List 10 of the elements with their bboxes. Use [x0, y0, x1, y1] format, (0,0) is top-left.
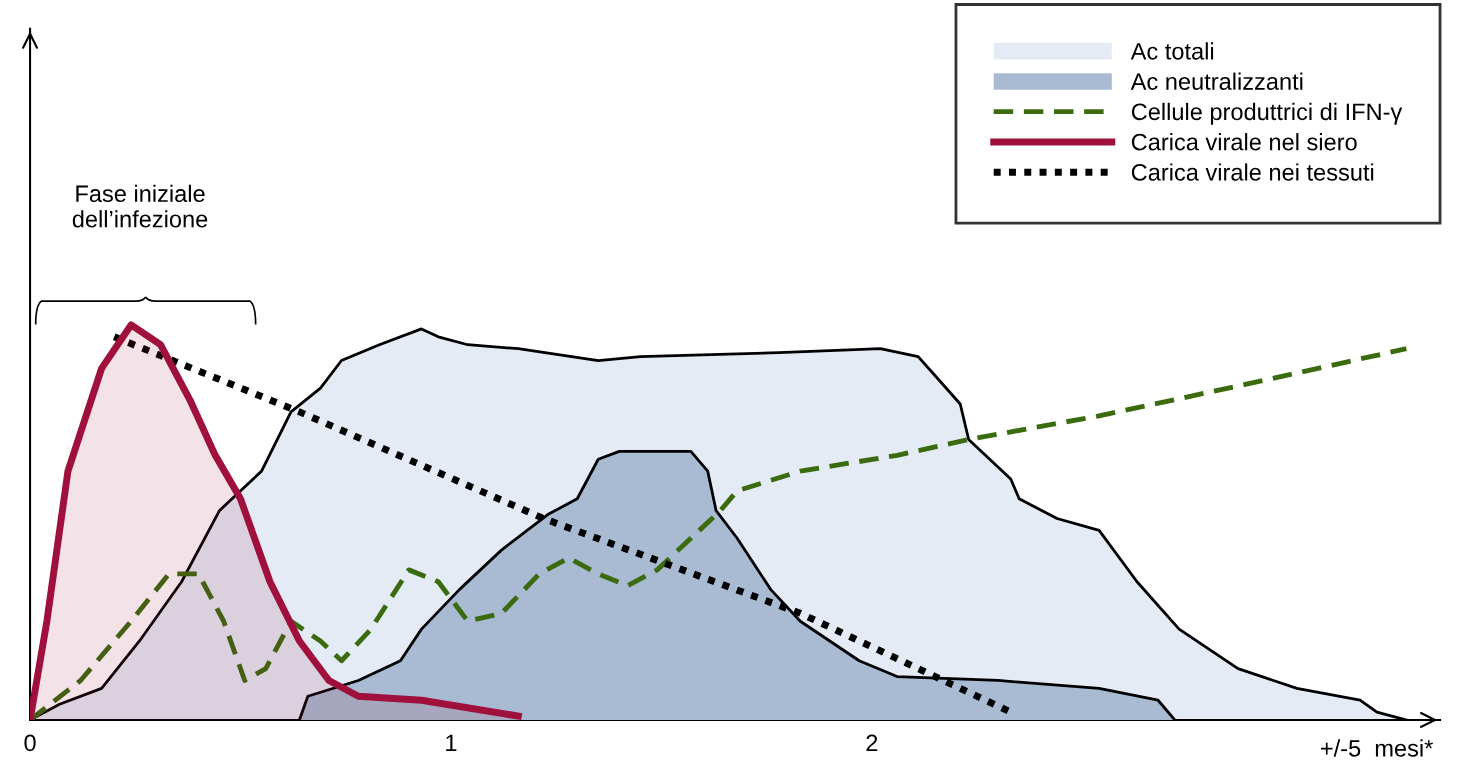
x-axis-title: +/-5 mesi*: [1321, 739, 1433, 757]
legend-label: Carica virale nel siero: [1131, 133, 1357, 151]
x-tick-label: 1: [446, 734, 457, 751]
text: Fase iniziale dell’infezione: [72, 184, 208, 228]
x-tick-label: 2: [866, 734, 878, 751]
x-tick-label: 0: [24, 734, 36, 752]
legend-label: Ac totali: [1130, 42, 1214, 60]
legend-label: Ac neutralizzanti: [1130, 72, 1303, 90]
legend-label: Cellule produttrici di IFN-γ: [1131, 102, 1403, 125]
legend-label: Carica virale nei tessuti: [1131, 163, 1374, 181]
